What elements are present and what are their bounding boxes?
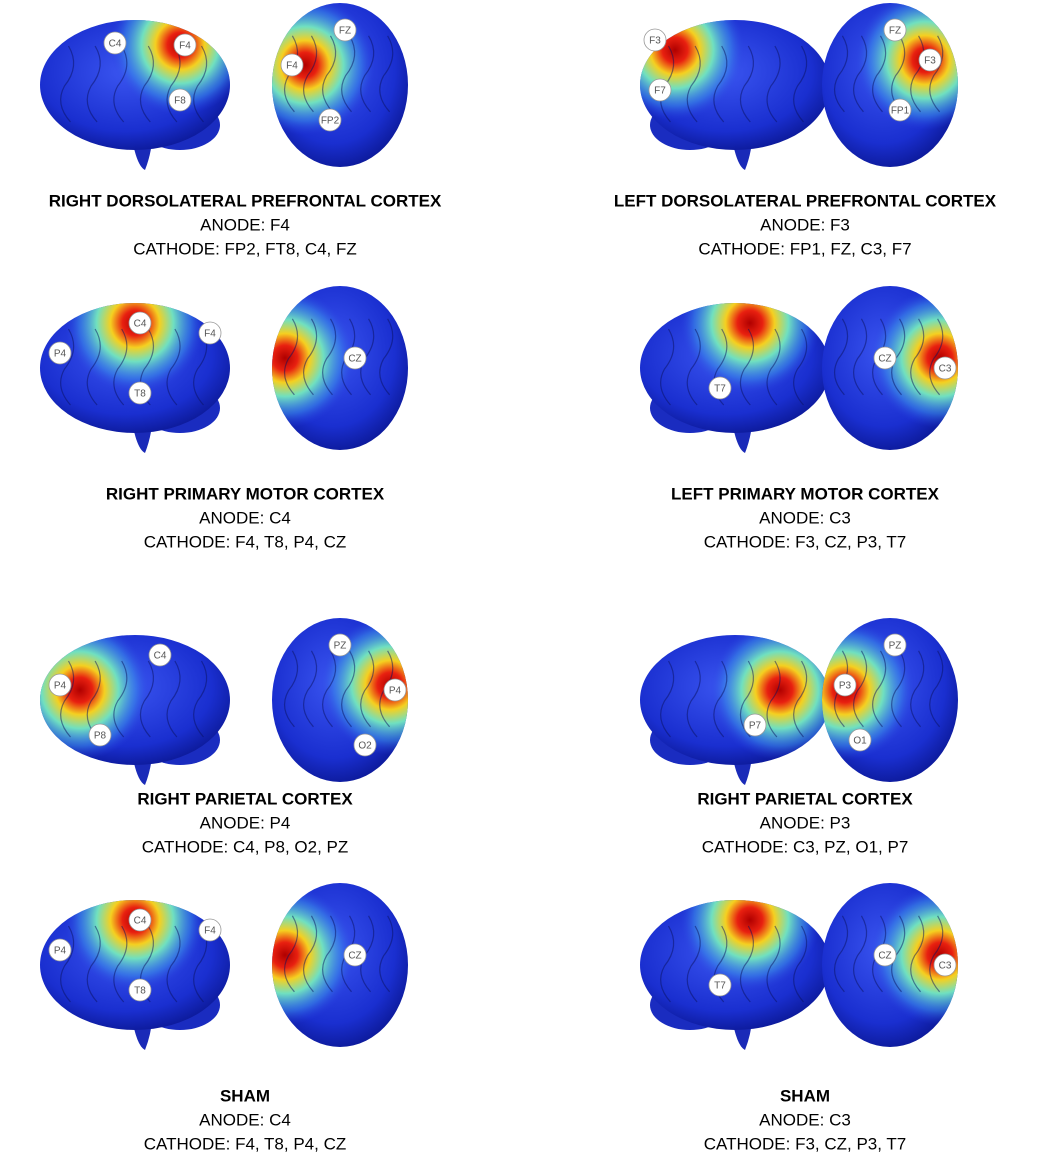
electrode-label: P8 <box>94 731 107 742</box>
cathode: CATHODE: F4, T8, P4, CZ <box>144 1134 346 1153</box>
panel: C4 F4 P4 T8 CZ SHAM ANODE: C4 CATHODE: F4, T8, … <box>40 850 408 1153</box>
anode: ANODE: C3 <box>759 508 851 527</box>
stimulation-heat <box>215 288 355 428</box>
brain-view: PZ P4 O2 <box>272 615 460 782</box>
panel-title: RIGHT PRIMARY MOTOR CORTEX <box>106 484 385 503</box>
electrode-label: P4 <box>54 681 67 692</box>
cathode: CATHODE: F3, CZ, P3, T7 <box>704 1134 906 1153</box>
electrode-label: O1 <box>853 736 867 747</box>
brain-view: P7 <box>640 620 850 785</box>
cathode: CATHODE: FP1, FZ, C3, F7 <box>698 239 911 258</box>
stimulation-heat <box>235 0 375 135</box>
anode: ANODE: F3 <box>760 215 850 234</box>
brain-view: CZ C3 <box>822 286 1010 450</box>
stimulation-heat <box>10 620 150 760</box>
electrode-label: P4 <box>54 946 67 957</box>
anode: ANODE: C4 <box>199 1110 291 1129</box>
page: C4 F4 F8 FZ F4 FP2 RIGHT DORSOLATERAL PREFRONT… <box>0 0 1039 1156</box>
brain-view: FZ F4 FP2 <box>235 0 408 167</box>
electrode-label: PZ <box>334 641 347 652</box>
anode: ANODE: C4 <box>199 508 291 527</box>
electrode-label: FZ <box>889 26 901 37</box>
electrode-label: CZ <box>878 354 891 365</box>
electrode-label: T7 <box>714 384 726 395</box>
electrode-label: CZ <box>878 951 891 962</box>
electrode-label: P4 <box>389 686 402 697</box>
brain-view: C4 F4 P4 T8 <box>40 850 230 1050</box>
electrode-label: F3 <box>649 36 661 47</box>
electrode-label: F3 <box>924 56 936 67</box>
panel: P7 PZ P3 O1 RIGHT PARIETAL CORTEX ANODE: P3 CA… <box>640 618 958 856</box>
panel-title: LEFT DORSOLATERAL PREFRONTAL CORTEX <box>614 191 997 210</box>
electrode-label: CZ <box>348 354 361 365</box>
brain-view: T7 <box>640 253 830 453</box>
brain-view: CZ <box>215 883 408 1047</box>
brain-view: FZ F3 FP1 <box>822 0 995 167</box>
panel-title: SHAM <box>780 1086 830 1105</box>
panel-title: SHAM <box>220 1086 270 1105</box>
brain-view: CZ C3 <box>822 883 1010 1047</box>
electrode-label: F8 <box>174 96 186 107</box>
panel-title: RIGHT DORSOLATERAL PREFRONTAL CORTEX <box>49 191 442 210</box>
cathode: CATHODE: C4, P8, O2, PZ <box>142 837 349 856</box>
electrode-label: C4 <box>134 319 147 330</box>
brain-view: T7 <box>640 850 830 1050</box>
electrode-label: P7 <box>749 721 762 732</box>
electrode-label: FP2 <box>321 116 340 127</box>
brain-view: F3 F7 <box>605 0 830 170</box>
electrode-label: CZ <box>348 951 361 962</box>
panel-title: RIGHT PARIETAL CORTEX <box>697 789 913 808</box>
electrode-label: T8 <box>134 986 146 997</box>
electrode-label: PZ <box>889 641 902 652</box>
brain-view: C4 F4 P4 T8 <box>40 253 230 453</box>
electrode-label: T8 <box>134 389 146 400</box>
electrode-label: FP1 <box>891 106 910 117</box>
electrode-label: C4 <box>134 916 147 927</box>
figure: C4 F4 F8 FZ F4 FP2 RIGHT DORSOLATERAL PREFRONT… <box>0 0 1039 1156</box>
electrode-label: F4 <box>204 329 216 340</box>
electrode-label: C4 <box>154 651 167 662</box>
electrode-label: F4 <box>204 926 216 937</box>
panel: T7 CZ C3 LEFT PRIMARY MOTOR CORTEX ANODE: C3… <box>640 253 1010 551</box>
stimulation-heat <box>680 253 820 393</box>
cathode: CATHODE: C3, PZ, O1, P7 <box>702 837 909 856</box>
panel: F3 F7 FZ F3 FP1 LEFT DORSOLATERAL PREFRONTAL … <box>605 0 997 258</box>
brain-view: C4 F4 F8 <box>40 0 250 170</box>
electrode-label: C3 <box>939 961 952 972</box>
anode: ANODE: P3 <box>760 813 851 832</box>
electrode-label: T7 <box>714 981 726 992</box>
panel-title: LEFT PRIMARY MOTOR CORTEX <box>671 484 940 503</box>
electrode-label: F4 <box>179 41 191 52</box>
panel-title: RIGHT PARIETAL CORTEX <box>137 789 353 808</box>
panel: C4 F4 F8 FZ F4 FP2 RIGHT DORSOLATERAL PREFRONT… <box>40 0 442 258</box>
electrode-label: C3 <box>939 364 952 375</box>
electrode-label: P4 <box>54 349 67 360</box>
cathode: CATHODE: FP2, FT8, C4, FZ <box>133 239 357 258</box>
brain-view: C4 P4 P8 <box>10 620 230 785</box>
electrode-label: FZ <box>339 26 351 37</box>
brain-view: CZ <box>215 286 408 450</box>
electrode-label: F7 <box>654 86 666 97</box>
anode: ANODE: F4 <box>200 215 290 234</box>
panel: C4 F4 P4 T8 CZ RIGHT PRIMARY MOTOR CORTEX ANOD… <box>40 253 408 551</box>
cathode: CATHODE: F4, T8, P4, CZ <box>144 532 346 551</box>
electrode-label: F4 <box>286 61 298 72</box>
anode: ANODE: P4 <box>200 813 291 832</box>
panel: C4 P4 P8 PZ P4 O2 RIGHT PARIETAL CORTEX ANODE: … <box>10 615 460 856</box>
cathode: CATHODE: F3, CZ, P3, T7 <box>704 532 906 551</box>
stimulation-heat <box>680 850 820 990</box>
panel: T7 CZ C3 SHAM ANODE: C3 CATHODE: F3, CZ, P3, … <box>640 850 1010 1153</box>
electrode-label: C4 <box>109 39 122 50</box>
stimulation-heat <box>215 885 355 1025</box>
electrode-label: P3 <box>839 681 852 692</box>
electrode-label: O2 <box>358 741 372 752</box>
anode: ANODE: C3 <box>759 1110 851 1129</box>
